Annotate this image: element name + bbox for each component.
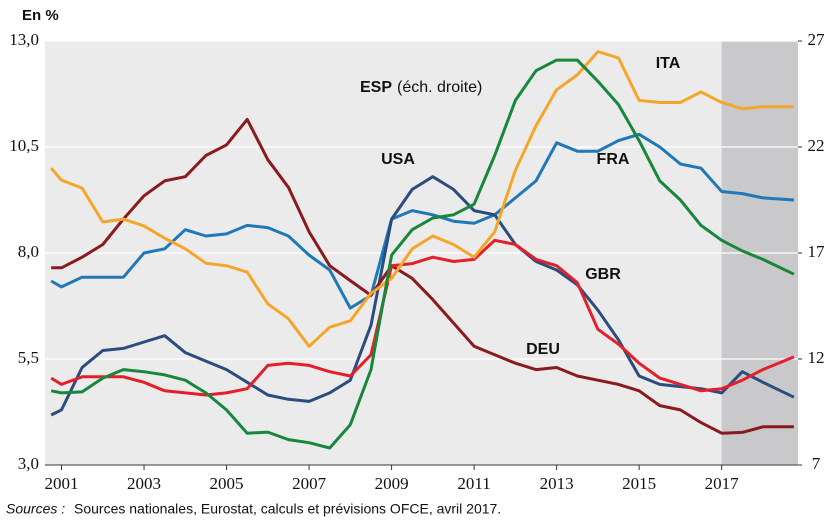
series-label: FRA xyxy=(597,151,630,168)
x-tick-label: 2013 xyxy=(540,474,574,493)
series-annotation: (éch. droite) xyxy=(397,79,482,96)
y2-tick-label: 22 xyxy=(808,136,825,155)
x-tick-label: 2007 xyxy=(292,474,327,493)
y-tick-label: 13,0 xyxy=(9,30,39,49)
y2-tick-label: 12 xyxy=(808,348,825,367)
x-tick-label: 2009 xyxy=(375,474,409,493)
series-line xyxy=(50,50,794,348)
series-line xyxy=(50,58,795,450)
y-tick-label: 8,0 xyxy=(18,242,39,261)
series-label: ITA xyxy=(656,55,681,72)
y-tick-label: 10,5 xyxy=(9,136,39,155)
series-label: GBR xyxy=(585,266,621,283)
series-label: DEU xyxy=(526,341,560,358)
source: Sources nationales, Eurostat, calculs et… xyxy=(74,501,501,517)
y-tick-label: 3,0 xyxy=(18,454,39,473)
series-line xyxy=(50,175,795,417)
y2-tick-label: 27 xyxy=(808,30,826,49)
x-tick-label: 2011 xyxy=(457,474,490,493)
y2-tick-label: 17 xyxy=(808,242,826,261)
series-line xyxy=(50,132,795,310)
series-line xyxy=(50,238,795,397)
x-tick-label: 2005 xyxy=(210,474,244,493)
source-label: Sources : xyxy=(6,501,65,517)
x-tick-label: 2001 xyxy=(45,474,79,493)
series-label: ESP xyxy=(360,79,392,96)
x-tick-label: 2017 xyxy=(705,474,740,493)
x-tick-label: 2003 xyxy=(127,474,161,493)
y-axis-label: En % xyxy=(22,7,59,24)
y2-tick-label: 7 xyxy=(812,454,821,473)
series-line xyxy=(51,117,794,435)
y-tick-label: 5,5 xyxy=(18,348,39,367)
x-tick-label: 2015 xyxy=(622,474,656,493)
series-label: USA xyxy=(381,151,415,168)
